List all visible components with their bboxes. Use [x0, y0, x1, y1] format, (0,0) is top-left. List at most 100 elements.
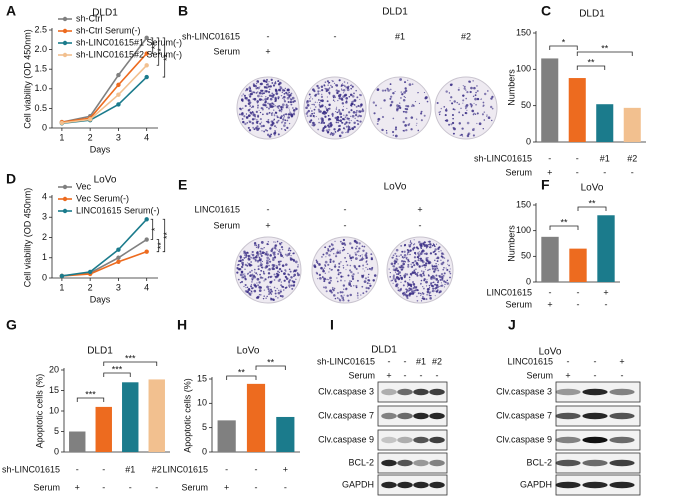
colony	[443, 257, 446, 259]
colony	[326, 131, 330, 134]
colony	[391, 279, 394, 282]
colony	[277, 133, 280, 136]
colony	[471, 109, 475, 113]
colony	[365, 252, 368, 255]
colony	[342, 299, 345, 302]
colony	[320, 117, 324, 121]
legend-label: sh-Ctrl Serum(-)	[76, 25, 141, 35]
colony	[285, 91, 288, 94]
colony	[394, 90, 396, 93]
colony	[353, 121, 356, 125]
colony	[342, 238, 346, 242]
colony	[256, 119, 258, 121]
colony	[402, 266, 405, 269]
colony	[421, 275, 423, 278]
colony	[296, 272, 299, 274]
y-tick-label: 50	[521, 251, 531, 261]
colony	[283, 100, 287, 103]
colony	[257, 295, 260, 299]
colony	[402, 256, 405, 259]
colony	[383, 99, 386, 102]
colony	[273, 109, 275, 111]
colony	[417, 271, 419, 274]
colony	[244, 256, 247, 259]
colony	[361, 108, 364, 110]
band	[429, 459, 445, 467]
colony	[407, 249, 410, 251]
colony	[289, 111, 291, 113]
colony	[280, 108, 283, 111]
colony	[281, 105, 284, 109]
colony	[354, 257, 358, 261]
colony	[381, 115, 385, 119]
colony	[257, 245, 260, 248]
colony	[402, 260, 405, 263]
colony	[279, 251, 282, 254]
colony	[355, 109, 358, 112]
colony	[395, 248, 399, 252]
colony	[278, 271, 281, 274]
condition-value: -	[419, 220, 422, 230]
colony	[412, 281, 414, 283]
colony	[410, 116, 414, 119]
colony	[404, 96, 406, 99]
legend-label: LINC01615 Serum(-)	[76, 205, 160, 215]
colony	[313, 112, 315, 114]
colony	[251, 111, 254, 114]
panel-title: LoVo	[539, 347, 562, 358]
legend-marker	[62, 28, 68, 34]
colony	[358, 255, 360, 257]
colony	[411, 105, 413, 108]
colony	[329, 289, 332, 293]
panel-letter: G	[6, 317, 17, 333]
colony	[241, 276, 244, 279]
colony	[272, 298, 275, 301]
colony	[446, 269, 449, 271]
colony	[349, 269, 352, 272]
colony	[361, 285, 364, 288]
colony	[409, 253, 411, 256]
colony	[405, 108, 409, 111]
colony	[434, 290, 436, 292]
colony	[247, 288, 251, 291]
colony	[351, 102, 354, 106]
colony	[422, 286, 424, 288]
colony	[407, 289, 410, 292]
colony	[357, 297, 359, 299]
colony	[326, 108, 329, 112]
bracket	[156, 239, 160, 253]
colony	[237, 278, 240, 281]
bar	[69, 431, 86, 452]
colony	[428, 286, 431, 289]
colony	[256, 80, 260, 83]
colony	[283, 116, 285, 118]
legend-label: Vec Serum(-)	[76, 193, 129, 203]
colony	[285, 113, 288, 116]
colony	[246, 121, 249, 124]
colony	[338, 265, 341, 268]
colony	[308, 120, 312, 124]
colony	[327, 114, 330, 117]
colony	[402, 98, 406, 102]
colony	[433, 265, 436, 268]
colony	[288, 94, 291, 97]
y-tick-label: 100	[516, 225, 531, 235]
colony	[278, 267, 282, 271]
colony	[271, 114, 273, 116]
colony	[345, 97, 348, 100]
point	[87, 269, 93, 275]
colony	[259, 250, 262, 253]
chart-title: DLD1	[92, 8, 118, 19]
condition-value: +	[265, 46, 270, 56]
y-tick-label: 5	[54, 426, 59, 436]
colony	[460, 107, 462, 110]
significance: **	[601, 43, 609, 53]
colony	[338, 97, 341, 100]
colony	[318, 104, 321, 106]
colony	[246, 99, 248, 101]
colony	[318, 263, 321, 266]
colony	[284, 113, 286, 115]
condition-value: +	[603, 287, 608, 297]
colony	[476, 97, 480, 101]
colony	[420, 110, 423, 113]
